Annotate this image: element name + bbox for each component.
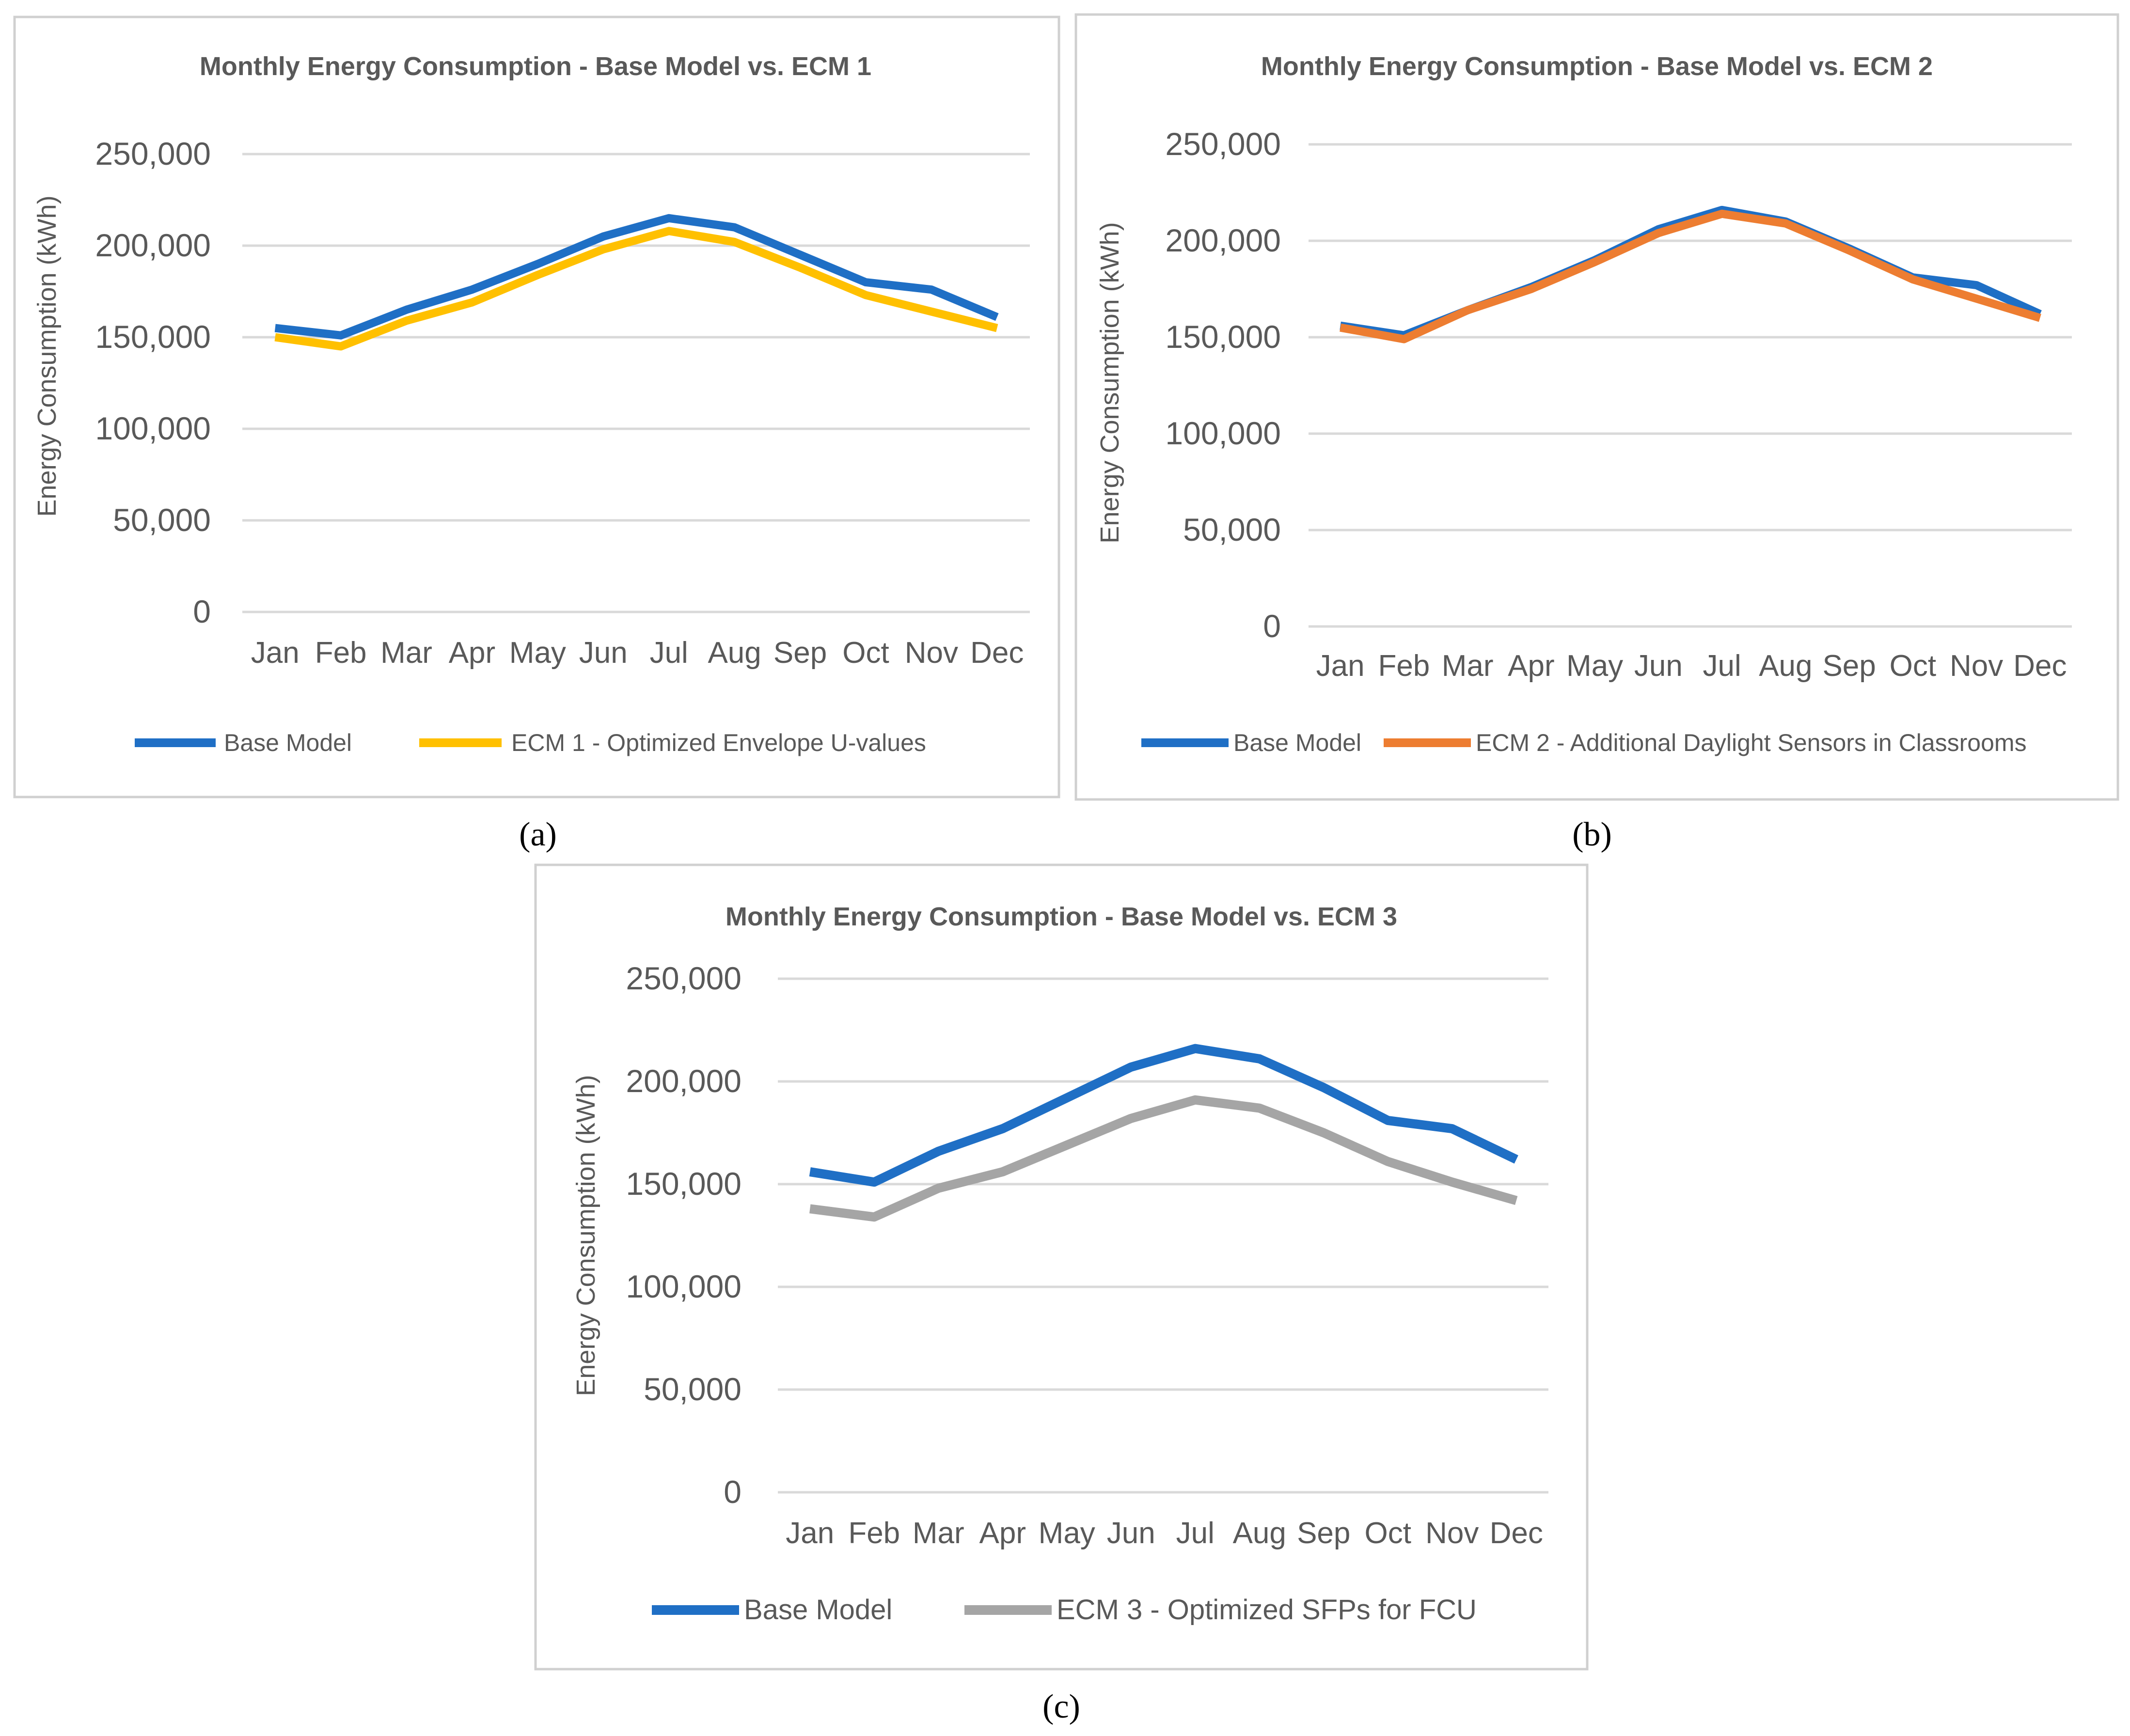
legend-label-base-model: Base Model — [224, 729, 352, 756]
x-tick-label: Oct — [1365, 1517, 1411, 1550]
chart-frame — [534, 863, 1589, 1671]
x-tick-label: Jul — [650, 636, 688, 670]
chart-title: Monthly Energy Consumption - Base Model … — [1261, 52, 1933, 81]
chart-title: Monthly Energy Consumption - Base Model … — [200, 52, 871, 81]
x-tick-label: Jun — [1107, 1517, 1155, 1550]
panel-label-c: (c) — [1042, 1688, 1080, 1725]
y-tick-label: 250,000 — [95, 136, 211, 172]
x-tick-label: Jul — [1176, 1517, 1215, 1550]
x-tick-label: Apr — [449, 636, 495, 670]
x-tick-label: Apr — [979, 1517, 1026, 1550]
x-tick-label: Sep — [1822, 649, 1876, 683]
chart-frame — [13, 16, 1060, 798]
chart-panel-a: Monthly Energy Consumption - Base Model … — [13, 16, 1060, 798]
series-line-base-model — [274, 214, 999, 340]
x-tick-label: Aug — [1759, 649, 1812, 683]
series-line-ecm — [809, 1095, 1518, 1222]
x-tick-label: Dec — [970, 636, 1024, 670]
legend: Base Model ECM 1 - Optimized Envelope U-… — [135, 729, 926, 756]
y-axis-title: Energy Consumption (kWh) — [571, 1075, 600, 1396]
legend-label-ecm1: ECM 1 - Optimized Envelope U-values — [511, 729, 926, 756]
y-axis-title: Energy Consumption (kWh) — [32, 195, 62, 516]
chart-panel-c: Monthly Energy Consumption - Base Model … — [534, 863, 1589, 1671]
x-tick-label: Apr — [1508, 649, 1554, 683]
x-tick-label: Jan — [786, 1517, 834, 1550]
y-tick-label: 250,000 — [626, 960, 742, 996]
y-tick-labels: 0 50,000 100,000 150,000 200,000 250,000 — [95, 136, 211, 629]
x-tick-label: Jan — [1316, 649, 1365, 683]
series-lines — [1340, 205, 2042, 344]
x-tick-label: Feb — [848, 1517, 900, 1550]
y-tick-label: 0 — [724, 1474, 742, 1510]
legend-label-base-model: Base Model — [744, 1594, 892, 1626]
panel-label-a: (a) — [519, 816, 557, 853]
series-line-ecm — [1340, 209, 2041, 344]
x-tick-label: Jan — [251, 636, 300, 670]
y-tick-label: 150,000 — [95, 319, 211, 355]
legend-label-ecm3: ECM 3 - Optimized SFPs for FCU — [1057, 1594, 1477, 1626]
y-tick-labels: 0 50,000 100,000 150,000 200,000 250,000 — [1165, 126, 1281, 644]
y-tick-label: 150,000 — [626, 1166, 742, 1202]
x-tick-label: Nov — [1425, 1517, 1479, 1550]
legend-label-base-model: Base Model — [1233, 729, 1361, 756]
x-tick-label: May — [1039, 1517, 1095, 1550]
x-tick-label: Mar — [1442, 649, 1494, 683]
y-tick-label: 50,000 — [113, 502, 211, 538]
x-tick-label: Sep — [773, 636, 827, 670]
y-tick-label: 200,000 — [626, 1063, 742, 1099]
x-tick-labels: Jan Feb Mar Apr May Jun Jul Aug Sep Oct Nov Dec — [786, 1517, 1543, 1550]
x-tick-label: May — [1566, 649, 1623, 683]
x-tick-label: Mar — [913, 1517, 964, 1550]
x-tick-label: Nov — [905, 636, 958, 670]
legend: Base Model ECM 2 - Additional Daylight S… — [1141, 729, 2027, 756]
series-lines — [809, 1044, 1518, 1222]
series-lines — [274, 214, 999, 351]
chart-panel-b: Monthly Energy Consumption - Base Model … — [1074, 13, 2119, 801]
series-line-ecm — [274, 227, 998, 351]
y-tick-label: 150,000 — [1165, 319, 1281, 355]
gridlines — [778, 977, 1548, 1494]
x-tick-label: Jun — [1634, 649, 1683, 683]
x-tick-label: Dec — [2013, 649, 2067, 683]
panel-label-b: (b) — [1572, 816, 1612, 853]
x-tick-label: Jul — [1703, 649, 1741, 683]
y-tick-labels: 0 50,000 100,000 150,000 200,000 250,000 — [626, 960, 742, 1510]
x-tick-label: Sep — [1297, 1517, 1350, 1550]
x-tick-label: May — [509, 636, 566, 670]
gridlines — [1309, 143, 2072, 628]
y-tick-label: 200,000 — [1165, 222, 1281, 258]
y-tick-label: 0 — [1263, 608, 1281, 644]
y-tick-label: 100,000 — [1165, 415, 1281, 451]
y-tick-label: 200,000 — [95, 227, 211, 263]
x-tick-label: Feb — [315, 636, 367, 670]
y-tick-label: 100,000 — [95, 410, 211, 446]
x-tick-label: Oct — [842, 636, 889, 670]
x-tick-label: Aug — [1233, 1517, 1286, 1550]
y-tick-label: 50,000 — [1183, 512, 1281, 547]
chart-title: Monthly Energy Consumption - Base Model … — [726, 902, 1397, 931]
x-tick-label: Jun — [579, 636, 628, 670]
x-tick-label: Aug — [708, 636, 761, 670]
x-tick-labels: Jan Feb Mar Apr May Jun Jul Aug Sep Oct Nov Dec — [251, 636, 1024, 670]
series-line-base-model — [809, 1044, 1518, 1187]
x-tick-label: Dec — [1490, 1517, 1543, 1550]
x-tick-label: Feb — [1378, 649, 1430, 683]
x-tick-label: Nov — [1950, 649, 2003, 683]
y-tick-label: 250,000 — [1165, 126, 1281, 162]
x-tick-label: Oct — [1890, 649, 1936, 683]
y-axis-title: Energy Consumption (kWh) — [1095, 222, 1124, 543]
x-tick-label: Mar — [380, 636, 432, 670]
legend: Base Model ECM 3 - Optimized SFPs for FC… — [652, 1594, 1477, 1626]
x-tick-labels: Jan Feb Mar Apr May Jun Jul Aug Sep Oct Nov Dec — [1316, 649, 2067, 683]
y-tick-label: 50,000 — [644, 1371, 742, 1407]
legend-label-ecm2: ECM 2 - Additional Daylight Sensors in C… — [1476, 729, 2027, 756]
y-tick-label: 0 — [193, 594, 211, 629]
y-tick-label: 100,000 — [626, 1268, 742, 1304]
